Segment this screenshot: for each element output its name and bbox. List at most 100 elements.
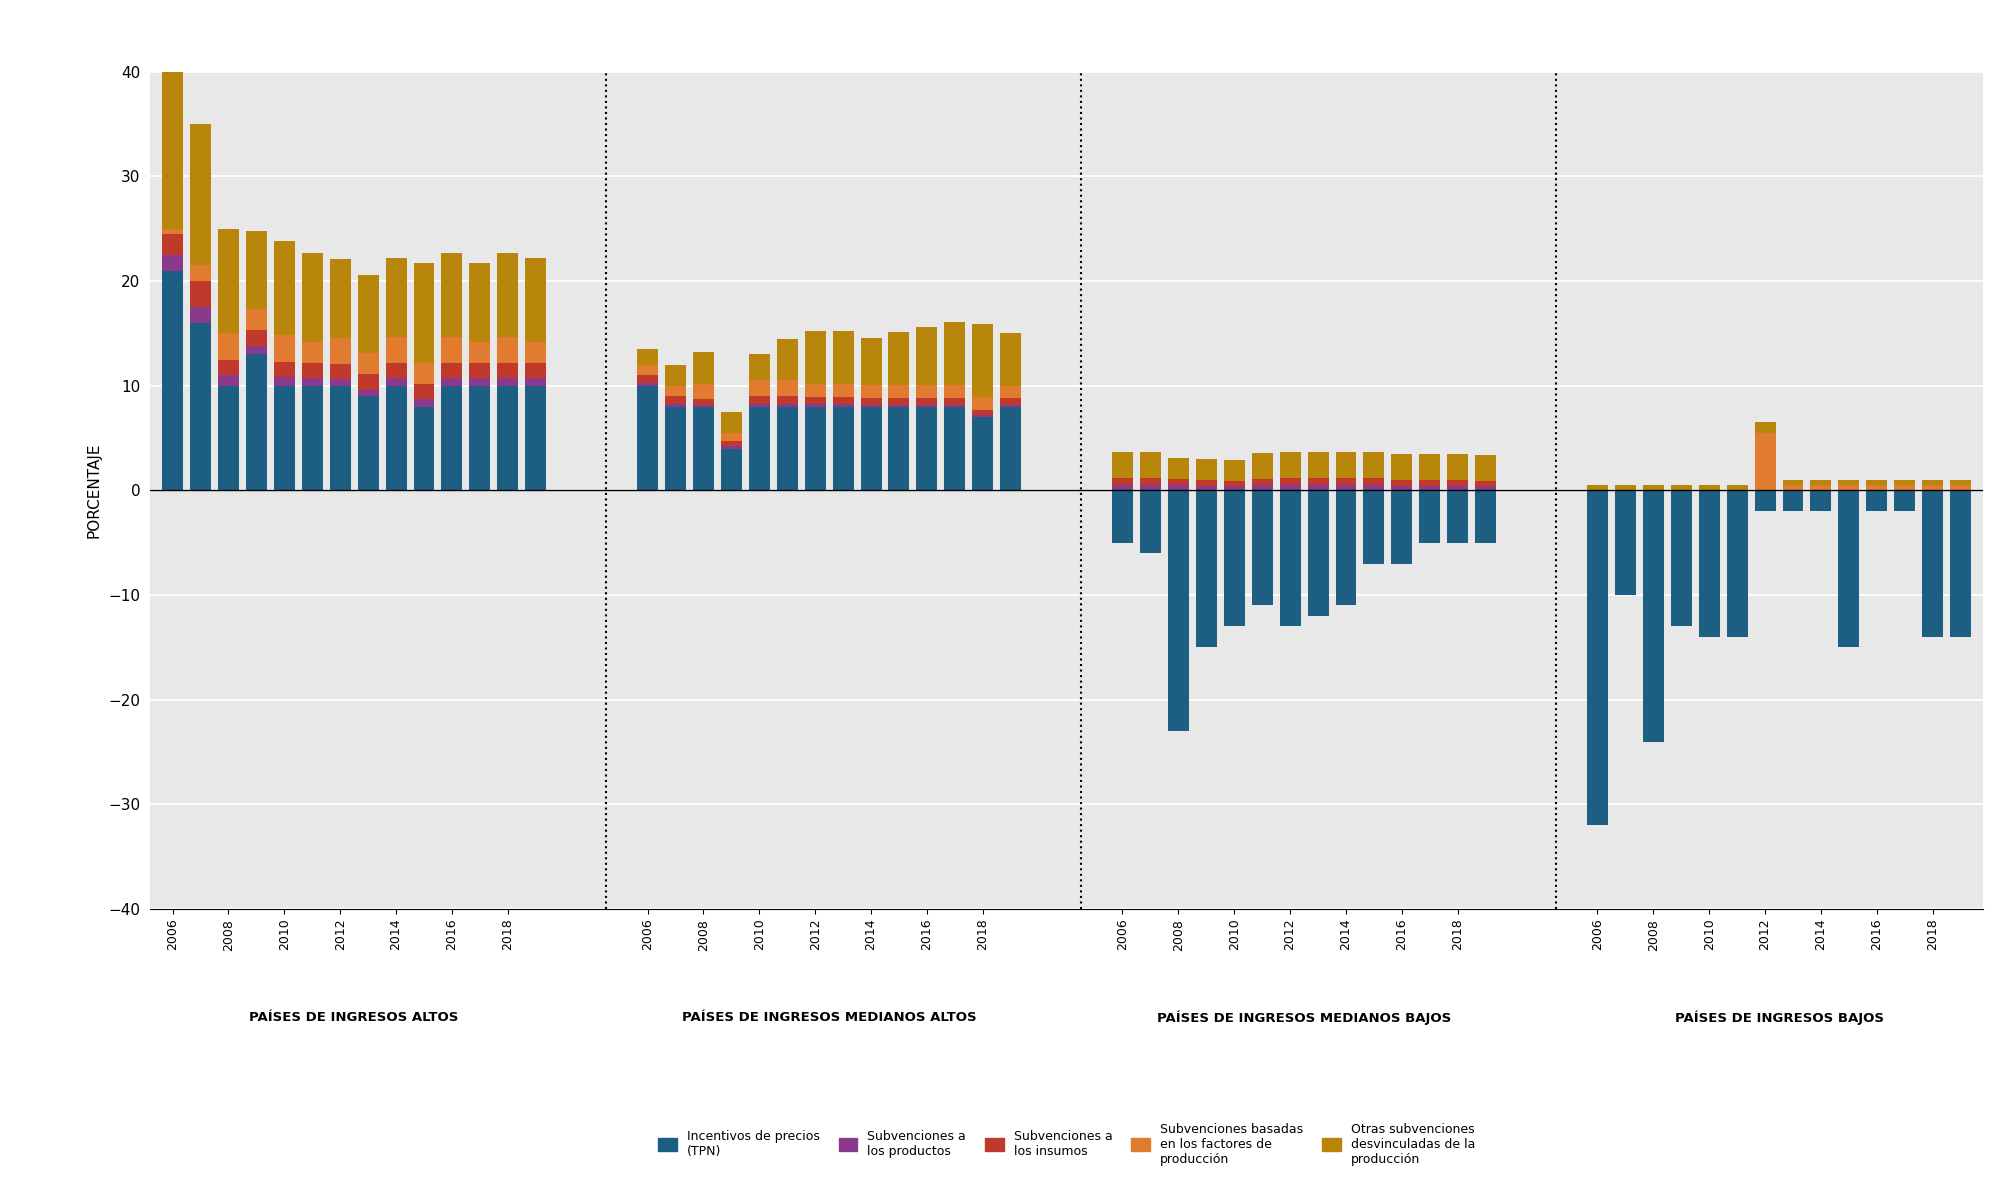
Bar: [693, 384, 713, 399]
Text: PAÍSES DE INGRESOS BAJOS: PAÍSES DE INGRESOS BAJOS: [1675, 1011, 1883, 1025]
Bar: [999, 404, 1022, 407]
Bar: [943, 407, 965, 490]
Bar: [777, 407, 797, 490]
Bar: [359, 374, 379, 390]
Bar: [525, 258, 547, 342]
Bar: [861, 385, 881, 398]
Text: PAÍSES DE INGRESOS ALTOS: PAÍSES DE INGRESOS ALTOS: [250, 1011, 459, 1024]
Bar: [1308, 490, 1328, 616]
Bar: [1112, 490, 1134, 543]
Bar: [1699, 490, 1721, 636]
Bar: [665, 403, 685, 407]
Bar: [971, 415, 993, 417]
Bar: [190, 307, 210, 323]
Bar: [637, 385, 659, 490]
Bar: [218, 376, 238, 385]
Bar: [1448, 480, 1468, 486]
Bar: [330, 260, 351, 337]
Bar: [1923, 486, 1943, 490]
Bar: [1755, 422, 1775, 433]
Bar: [330, 379, 351, 385]
Bar: [302, 342, 322, 362]
Bar: [190, 323, 210, 490]
Bar: [777, 396, 797, 403]
Bar: [1474, 481, 1496, 486]
Bar: [1224, 460, 1244, 481]
Bar: [162, 72, 182, 228]
Bar: [999, 385, 1022, 398]
Bar: [246, 346, 266, 354]
Bar: [190, 266, 210, 281]
Bar: [833, 403, 853, 407]
Bar: [1140, 486, 1162, 490]
Bar: [1140, 490, 1162, 553]
Bar: [1642, 486, 1664, 490]
Bar: [1280, 486, 1300, 490]
Bar: [1196, 480, 1216, 486]
Bar: [1951, 490, 1971, 636]
Bar: [721, 433, 741, 441]
Bar: [246, 354, 266, 490]
Bar: [441, 362, 463, 378]
Bar: [274, 335, 294, 361]
Bar: [387, 258, 407, 336]
Bar: [721, 448, 741, 490]
Bar: [1783, 490, 1803, 512]
Bar: [861, 407, 881, 490]
Bar: [889, 404, 909, 407]
Bar: [1308, 486, 1328, 490]
Bar: [1867, 480, 1887, 486]
Bar: [274, 361, 294, 378]
Bar: [999, 407, 1022, 490]
Bar: [1252, 453, 1272, 478]
Bar: [943, 322, 965, 385]
Bar: [665, 365, 685, 385]
Bar: [441, 336, 463, 362]
Bar: [1336, 452, 1356, 478]
Bar: [749, 354, 769, 380]
Bar: [302, 252, 322, 342]
Bar: [1586, 486, 1608, 490]
Bar: [1951, 480, 1971, 486]
Bar: [777, 338, 797, 380]
Bar: [805, 403, 825, 407]
Bar: [413, 263, 435, 362]
Bar: [665, 385, 685, 396]
Bar: [1336, 490, 1356, 605]
Bar: [971, 324, 993, 397]
Bar: [413, 362, 435, 384]
Bar: [917, 407, 937, 490]
Bar: [1168, 478, 1190, 486]
Bar: [1112, 486, 1134, 490]
Bar: [1196, 459, 1216, 480]
Bar: [861, 398, 881, 404]
Bar: [1448, 486, 1468, 490]
Bar: [1474, 490, 1496, 543]
Bar: [1783, 480, 1803, 486]
Bar: [1224, 481, 1244, 486]
Bar: [218, 228, 238, 334]
Bar: [1474, 454, 1496, 481]
Bar: [359, 396, 379, 490]
Bar: [1336, 478, 1356, 486]
Bar: [721, 446, 741, 448]
Bar: [1839, 486, 1859, 490]
Bar: [497, 385, 519, 490]
Bar: [805, 331, 825, 384]
Bar: [1448, 453, 1468, 480]
Bar: [469, 342, 491, 362]
Bar: [162, 234, 182, 255]
Bar: [637, 383, 659, 385]
Bar: [1336, 486, 1356, 490]
Bar: [1364, 478, 1384, 486]
Bar: [749, 403, 769, 407]
Bar: [665, 396, 685, 403]
Bar: [721, 441, 741, 446]
Bar: [413, 407, 435, 490]
Bar: [971, 410, 993, 415]
Bar: [497, 252, 519, 336]
Bar: [330, 385, 351, 490]
Bar: [1642, 490, 1664, 742]
Bar: [359, 390, 379, 396]
Bar: [1923, 480, 1943, 486]
